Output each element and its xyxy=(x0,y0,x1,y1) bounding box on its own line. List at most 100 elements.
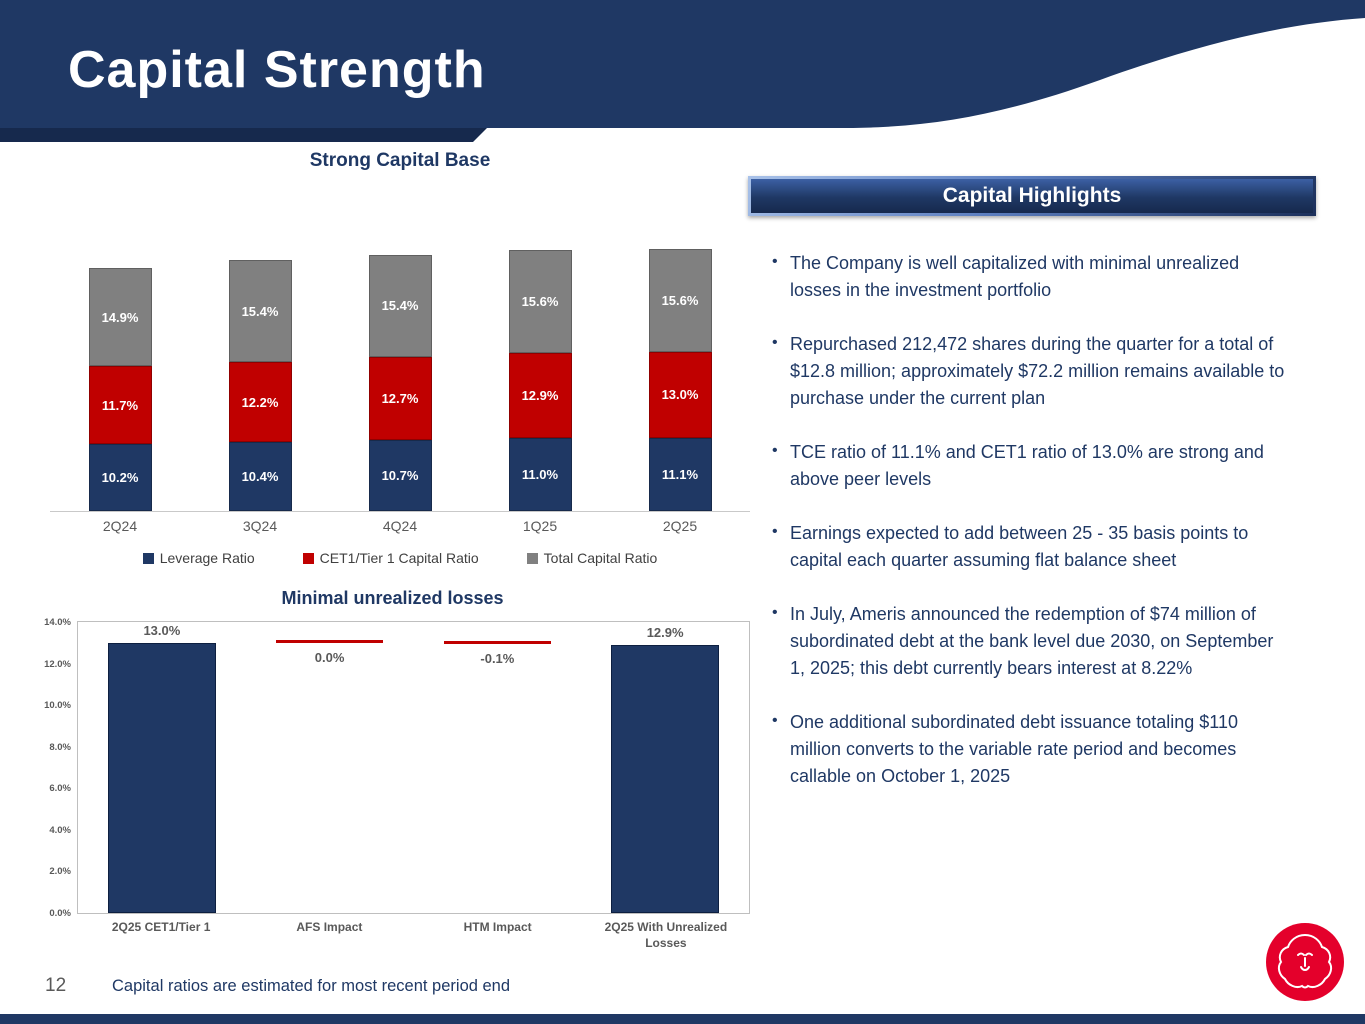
bar-segment-label: 12.7% xyxy=(381,390,419,406)
y-axis-tick-label: 14.0% xyxy=(44,617,71,628)
legend-marker xyxy=(302,552,314,564)
legend-item: Leverage Ratio xyxy=(142,550,255,566)
legend-label: Total Capital Ratio xyxy=(543,550,658,566)
y-axis-tick-label: 8.0% xyxy=(49,741,71,753)
stacked-bar: 10.4% 12.2% 15.4% xyxy=(228,260,292,511)
waterfall-column xyxy=(611,644,719,913)
bar-segment: 10.4% xyxy=(228,442,292,511)
bar-slot: 11.1% 13.0% 15.6% xyxy=(610,249,750,511)
bullet-text: The Company is well capitalized with min… xyxy=(790,253,1240,300)
legend-item: Total Capital Ratio xyxy=(526,550,658,566)
bottom-accent-bar xyxy=(0,1014,1365,1024)
legend-label: Leverage Ratio xyxy=(159,550,255,566)
y-axis-tick-label: 2.0% xyxy=(49,866,71,878)
connector-value-label: -0.1% xyxy=(480,651,515,667)
capital-highlights-header-box: Capital Highlights xyxy=(748,176,1316,216)
stacked-bar: 10.2% 11.7% 14.9% xyxy=(88,268,152,511)
category-label: 2Q25 With Unrealized Losses xyxy=(604,920,728,950)
bar-segment: 12.9% xyxy=(508,353,572,439)
bar-segment: 11.1% xyxy=(648,437,712,511)
bullet-icon: • xyxy=(772,253,778,270)
bullet-icon: • xyxy=(772,442,778,459)
waterfall-connector xyxy=(443,641,552,645)
connector-value-label: 0.0% xyxy=(314,649,345,665)
y-axis-tick-label: 12.0% xyxy=(44,658,71,670)
header-swoosh-graphic xyxy=(0,0,1365,142)
list-item: • The Company is well capitalized with mi… xyxy=(748,250,1288,304)
bullet-text: TCE ratio of 11.1% and CET1 ratio of 13.… xyxy=(790,442,1264,489)
bullet-text: Repurchased 212,472 shares during the qu… xyxy=(790,334,1285,408)
category-label: 2Q25 xyxy=(662,518,698,534)
page-number: 12 xyxy=(45,975,67,996)
capital-base-x-axis: 2Q24 3Q24 4Q24 1Q25 2Q25 xyxy=(50,518,750,534)
bullet-text: Earnings expected to add between 25 - 35… xyxy=(790,523,1249,570)
bar-segment: 12.2% xyxy=(228,361,292,443)
bar-segment-label: 13.0% xyxy=(661,387,699,403)
category-label: 1Q25 xyxy=(522,518,558,534)
bar-segment-label: 10.4% xyxy=(241,469,279,485)
list-item: • Repurchased 212,472 shares during the q… xyxy=(748,331,1288,412)
bar-segment-label: 14.9% xyxy=(101,309,139,325)
bar-segment: 11.0% xyxy=(508,438,572,511)
bar-slot: 11.0% 12.9% 15.6% xyxy=(470,250,610,511)
y-axis-tick-label: 0.0% xyxy=(49,908,71,919)
bar-segment-label: 15.4% xyxy=(381,298,419,314)
capital-highlights-panel: Capital Highlights • The Company is well … xyxy=(748,176,1316,790)
footnote: Capital ratios are estimated for most re… xyxy=(112,977,511,995)
legend-label: CET1/Tier 1 Capital Ratio xyxy=(319,550,479,566)
legend-item: CET1/Tier 1 Capital Ratio xyxy=(302,550,479,566)
bar-slot: 10.7% 12.7% 15.4% xyxy=(330,254,470,511)
capital-base-legend: Leverage Ratio CET1/Tier 1 Capital Ratio T… xyxy=(50,550,750,566)
bar-segment: 11.7% xyxy=(88,366,152,444)
bar-segment-label: 15.6% xyxy=(661,292,699,308)
column-value-label: 13.0% xyxy=(143,622,181,638)
capital-highlights-list: • The Company is well capitalized with mi… xyxy=(748,250,1316,790)
category-label: 2Q25 CET1/Tier 1 xyxy=(111,920,211,934)
bar-slot: 10.2% 11.7% 14.9% xyxy=(50,268,190,511)
capital-base-chart-title: Strong Capital Base xyxy=(309,150,491,171)
bar-segment: 15.4% xyxy=(228,260,292,362)
category-label: 2Q24 xyxy=(102,518,138,534)
page-title: Capital Strength xyxy=(68,41,486,99)
bar-segment: 10.2% xyxy=(88,443,152,511)
bar-segment-label: 12.9% xyxy=(521,388,559,404)
bar-segment-label: 11.1% xyxy=(661,466,699,482)
y-axis-tick-label: 10.0% xyxy=(44,700,71,712)
bar-segment-label: 15.4% xyxy=(241,303,279,319)
waterfall-column xyxy=(108,642,216,913)
capital-highlights-title: Capital Highlights xyxy=(942,184,1122,207)
category-label: AFS Impact xyxy=(296,920,363,934)
slide-header: Capital Strength xyxy=(0,0,1365,145)
list-item: • One additional subordinated debt issuan… xyxy=(748,709,1288,790)
losses-chart: Minimal unrealized losses 0.0% 2.0% 4.0% 6.… xyxy=(35,588,750,951)
losses-plot-area: 13.0% 0.0% -0.1% 12.9% xyxy=(77,621,750,914)
stacked-bar: 11.0% 12.9% 15.6% xyxy=(508,250,572,511)
legend-marker xyxy=(526,552,538,564)
bar-segment-label: 10.2% xyxy=(101,469,139,485)
y-axis-tick-label: 6.0% xyxy=(49,783,71,795)
capital-highlights-header-inner: Capital Highlights xyxy=(751,179,1313,213)
category-label: 4Q24 xyxy=(382,518,418,534)
bullet-text: In July, Ameris announced the redemption… xyxy=(790,604,1274,678)
column-value-label: 12.9% xyxy=(646,624,684,640)
losses-plot-wrap: 0.0% 2.0% 4.0% 6.0% 8.0% 10.0% 12.0% 14.0% 13.0… xyxy=(35,617,750,919)
bullet-icon: • xyxy=(772,334,778,351)
bullet-icon: • xyxy=(772,604,778,621)
bar-segment: 14.9% xyxy=(88,268,152,367)
bar-slot: 10.4% 12.2% 15.4% xyxy=(190,260,330,511)
bar-segment: 15.4% xyxy=(368,254,432,357)
list-item: • In July, Ameris announced the redemptio… xyxy=(748,601,1288,682)
losses-y-axis: 0.0% 2.0% 4.0% 6.0% 8.0% 10.0% 12.0% 14.0% xyxy=(35,617,77,919)
bar-segment-label: 10.7% xyxy=(381,468,419,484)
category-label: 3Q24 xyxy=(242,518,278,534)
y-axis-tick-label: 4.0% xyxy=(49,824,71,836)
bar-segment-label: 12.2% xyxy=(241,394,279,410)
bullet-icon: • xyxy=(772,712,778,729)
bar-segment: 12.7% xyxy=(368,356,432,441)
list-item: • TCE ratio of 11.1% and CET1 ratio of 13… xyxy=(748,439,1288,493)
bar-segment: 10.7% xyxy=(368,440,432,511)
legend-marker xyxy=(142,552,154,564)
stacked-bar: 10.7% 12.7% 15.4% xyxy=(368,254,432,511)
category-label: HTM Impact xyxy=(463,920,532,934)
bar-segment: 13.0% xyxy=(648,351,712,438)
